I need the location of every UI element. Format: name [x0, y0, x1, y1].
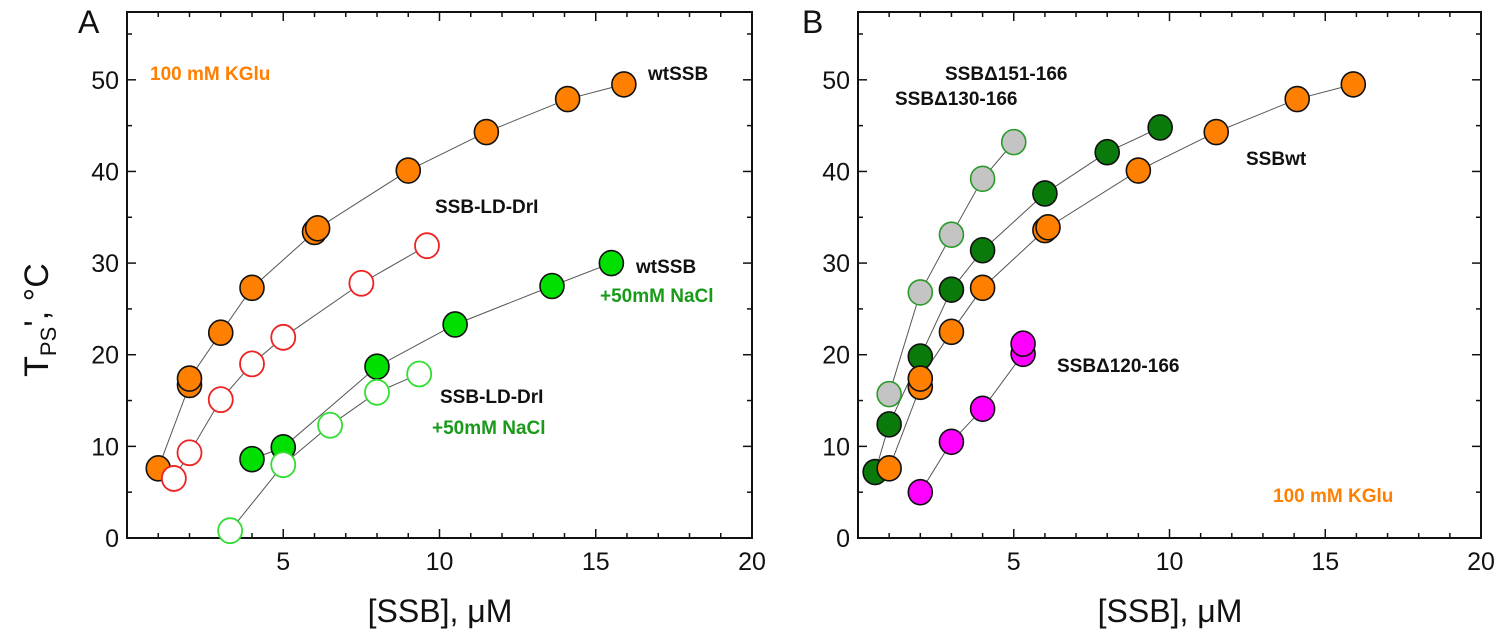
data-point: [969, 236, 996, 264]
y-tick-label: 10: [91, 433, 119, 461]
data-point: [1203, 118, 1230, 146]
data-point: [176, 365, 203, 392]
y-axis-title: TPS', °C: [18, 263, 61, 377]
data-point: [938, 428, 965, 456]
data-point: [938, 318, 965, 346]
data-point: [473, 118, 500, 146]
data-point: [270, 451, 297, 479]
y-tick-label: 50: [822, 67, 850, 95]
data-point: [414, 232, 440, 260]
x-tick-label: 20: [1467, 548, 1495, 576]
data-point: [1010, 330, 1036, 358]
x-tick-label: 10: [426, 548, 454, 576]
data-point: [554, 85, 581, 113]
annotation-label: SSBΔ130-166: [895, 89, 1017, 110]
data-point: [611, 71, 637, 98]
y-tick-label: 40: [91, 158, 119, 186]
plot-a: 5 10 15 20 0 10 20 30 40 50 100 mM KGlu wtSSB SSB-LD…: [91, 11, 766, 576]
series-line: [888, 83, 1354, 469]
y-tick-label: 0: [105, 525, 119, 553]
annotation-label: SSB-LD-DrI: [435, 197, 538, 218]
annotation-label: wtSSB: [647, 64, 708, 85]
data-point: [969, 165, 996, 193]
data-point: [598, 249, 625, 277]
plot-b: 5 10 15 20 0 10 20 30 40 50 SSBΔ130-166 SSBΔ151-166…: [822, 11, 1495, 576]
data-point: [1125, 157, 1152, 184]
data-point: [907, 478, 934, 506]
x-tick-label: 5: [1007, 548, 1021, 576]
panel-label-b: B: [802, 4, 823, 40]
data-point: [270, 323, 297, 351]
panel-label-a: A: [78, 4, 100, 40]
x-tick-label: 10: [1156, 548, 1184, 576]
data-point: [907, 365, 934, 392]
data-point: [1032, 180, 1058, 207]
data-point: [1340, 71, 1367, 98]
data-point: [160, 465, 187, 492]
data-point: [395, 157, 422, 184]
y-tick-label: 10: [822, 433, 850, 461]
y-tick-label: 30: [91, 250, 119, 278]
data-point: [1000, 128, 1027, 156]
data-point: [304, 214, 331, 242]
annotation-label: wtSSB: [635, 257, 696, 278]
data-point: [938, 276, 965, 303]
annotation-label: +50mM NaCl: [600, 286, 714, 307]
annotation-label: SSBΔ151-166: [945, 64, 1067, 85]
data-point: [938, 221, 965, 248]
series-line: [919, 343, 1024, 493]
annotation-label: SSB-LD-DrI: [440, 387, 543, 408]
data-point: [969, 395, 996, 423]
data-point: [207, 386, 234, 414]
data-point: [176, 439, 203, 467]
data-point: [876, 411, 902, 438]
annotation-label: 100 mM KGlu: [1273, 486, 1393, 507]
data-point: [239, 350, 265, 378]
x-tick-label: 15: [1311, 548, 1339, 576]
data-point: [907, 279, 934, 306]
data-point: [969, 274, 996, 302]
y-tick-label: 30: [822, 250, 850, 278]
data-point: [207, 319, 234, 347]
data-point: [442, 311, 468, 338]
data-point: [876, 380, 902, 408]
y-tick-label: 0: [836, 525, 850, 553]
annotation-label: 100 mM KGlu: [150, 64, 270, 85]
annotation-label: SSBΔ120-166: [1057, 356, 1179, 377]
x-tick-label: 5: [276, 548, 290, 576]
data-point: [1094, 138, 1120, 166]
y-tick-label: 40: [822, 158, 850, 186]
x-axis-title-b: [SSB], μM: [1098, 593, 1243, 629]
data-point: [406, 360, 433, 388]
x-tick-label: 20: [738, 548, 766, 576]
data-point: [1035, 214, 1061, 241]
y-tick-label: 50: [91, 67, 119, 95]
x-tick-label: 15: [582, 548, 610, 576]
x-axis-title-a: [SSB], μM: [368, 593, 513, 629]
data-point: [876, 455, 902, 482]
annotation-label: SSBwt: [1246, 149, 1307, 170]
data-point: [364, 353, 390, 380]
data-point: [348, 269, 375, 297]
data-point: [539, 272, 565, 300]
data-point: [239, 274, 265, 302]
data-point: [1147, 114, 1173, 141]
annotation-label: +50mM NaCl: [432, 418, 546, 439]
data-point: [364, 378, 390, 406]
data-point: [317, 411, 344, 439]
y-tick-label: 20: [91, 342, 119, 370]
data-point: [239, 445, 265, 473]
data-point: [217, 517, 244, 545]
data-point: [1284, 85, 1311, 113]
y-tick-label: 20: [822, 342, 850, 370]
